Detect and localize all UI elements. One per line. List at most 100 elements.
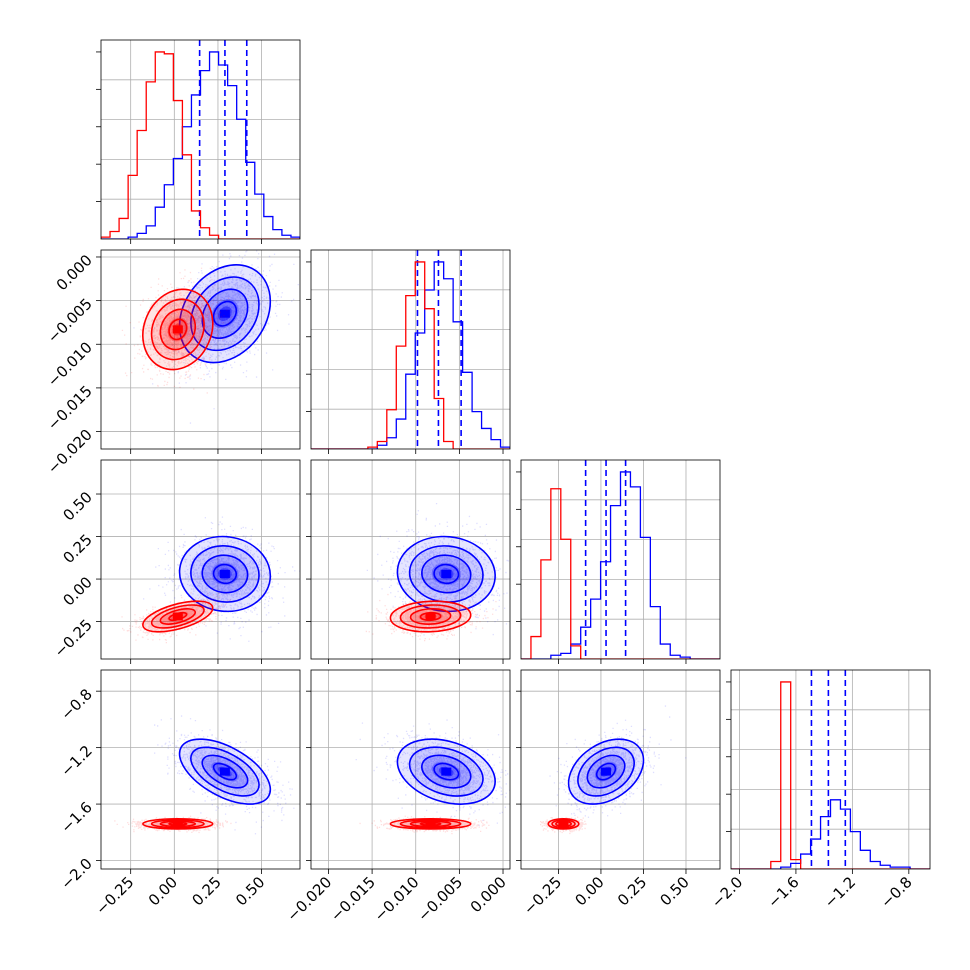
scatter-points-red (365, 588, 497, 642)
panel-3-1-plot (311, 670, 510, 869)
x-tick-label-p1: 0.000 (467, 873, 510, 916)
panel-2-1 (306, 459, 511, 664)
contour-red (159, 308, 197, 351)
scatter-blue (366, 503, 510, 636)
peak-red (172, 325, 183, 334)
peak-blue (219, 570, 230, 578)
contour-red (142, 817, 214, 830)
x-tick-label-p0: 0.25 (188, 873, 224, 909)
contour-blue (408, 746, 484, 797)
panel-frame (100, 459, 301, 660)
contour-red (547, 817, 580, 830)
panel-2-0-plot (101, 460, 300, 659)
peak-blue (441, 570, 452, 578)
x-tick-label-p2: −0.25 (520, 873, 565, 918)
panel-3-1: −0.020−0.015−0.010−0.005 0.000 (283, 669, 511, 925)
peak-blue (441, 767, 452, 776)
x-tick-label-p0: 0.50 (232, 873, 268, 909)
y-tick-label-p2: 0.25 (59, 531, 95, 567)
contour-blue (178, 738, 272, 805)
histogram-red-p0 (101, 51, 300, 239)
peak-blue (219, 767, 230, 776)
x-tick-label-p3: −2.0 (708, 873, 746, 911)
panel-frame (520, 669, 721, 870)
y-tick-label-p1: −0.015 (44, 382, 96, 434)
histogram-red-p2 (521, 488, 720, 659)
histogram-red-p1 (311, 261, 510, 449)
contour-red (409, 608, 452, 625)
contour-blue (577, 746, 635, 797)
contour-red (159, 608, 197, 625)
panel-1-0-plot (101, 250, 300, 449)
y-tick-label-p3: −0.8 (57, 685, 95, 723)
y-tick-label-p2: 0.00 (59, 573, 95, 609)
histogram-blue-p3 (731, 799, 930, 869)
contour-blue (595, 762, 617, 781)
contour-blue (212, 762, 238, 781)
panel-2-0: −0.25 0.00 0.25 0.50 (51, 459, 301, 664)
panel-3-0: −0.25 0.00 0.25 0.50 −2.0 −1.6 −1.2 −0.8 (57, 669, 301, 918)
contour-blue (567, 738, 645, 805)
x-tick-label-p2: 0.50 (656, 873, 692, 909)
contour-blue (178, 535, 272, 613)
panel-3-2: −0.25 0.00 0.25 0.50 (516, 669, 721, 918)
x-tick-label-p2: 0.25 (614, 873, 650, 909)
contour-red (142, 288, 214, 371)
peak-blue (601, 767, 611, 776)
contour-red (389, 817, 472, 830)
scatter-points-blue (549, 705, 687, 820)
contour-blue (433, 563, 460, 585)
scatter-points-blue (355, 719, 510, 826)
panel-1-1-plot (311, 250, 510, 449)
y-tick-label-p1: −0.010 (44, 338, 96, 390)
x-tick-label-p0: 0.00 (145, 873, 181, 909)
scatter-points-blue (366, 503, 510, 636)
panel-frame (310, 669, 511, 870)
contour-blue (190, 746, 260, 797)
contour-red (142, 600, 214, 633)
contour-red (150, 298, 205, 361)
panel-frame (100, 669, 301, 870)
panel-3-0-plot (101, 670, 300, 869)
peak-red (425, 612, 436, 621)
y-tick-label-p1: −0.005 (44, 295, 96, 347)
histogram-blue-p0 (101, 51, 300, 239)
panel-frame (520, 459, 721, 660)
panel-frame (100, 249, 301, 450)
contour-red (399, 604, 462, 629)
contour-blue (396, 738, 496, 805)
peak-red (172, 612, 183, 621)
panel-2-2 (516, 459, 721, 664)
contour-blue (586, 754, 626, 789)
y-tick-label-p2: 0.50 (59, 488, 95, 524)
contour-red (389, 600, 472, 633)
histogram-blue-p2 (521, 471, 720, 659)
contour-blue (396, 535, 496, 613)
panel-3-2-plot (521, 670, 720, 869)
y-tick-label-p1: 0.000 (53, 251, 96, 294)
peak-red (172, 819, 183, 828)
panel-2-1-plot (311, 460, 510, 659)
y-tick-label-p2: −0.25 (51, 616, 96, 661)
x-tick-label-p1: −0.005 (414, 873, 466, 925)
scatter-red (365, 588, 497, 642)
panel-0-0-plot (101, 40, 300, 239)
x-tick-label-p1: −0.015 (327, 873, 379, 925)
x-tick-label-p3: −0.8 (877, 873, 915, 911)
contour-blue (433, 762, 460, 781)
peak-blue (219, 309, 230, 318)
contour-blue (201, 554, 249, 594)
contour-blue (201, 754, 249, 789)
panel-frame (100, 39, 301, 240)
peak-red (425, 819, 436, 828)
contour-blue (212, 300, 238, 327)
contour-blue (421, 754, 472, 789)
x-tick-label-p3: −1.2 (821, 873, 859, 911)
panel-frame (310, 249, 511, 450)
panel-3-3: −2.0 −1.6 −1.2 −0.8 (708, 669, 931, 912)
panel-1-1 (306, 249, 511, 454)
contour-blue (212, 563, 238, 585)
scatter-blue (143, 516, 300, 642)
contour-blue (421, 554, 472, 594)
